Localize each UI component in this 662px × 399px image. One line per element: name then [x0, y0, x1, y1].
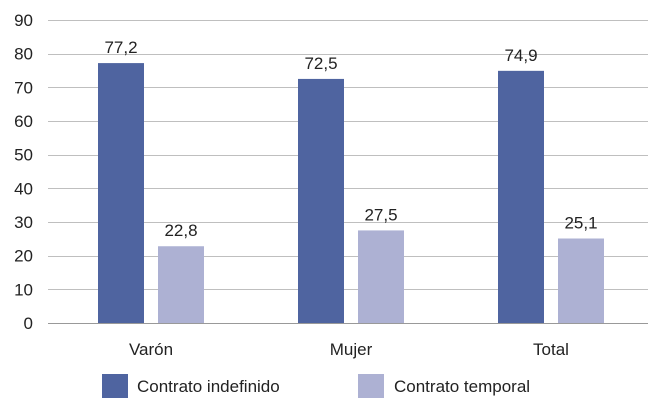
data-label: 77,2 [104, 38, 137, 57]
bar [558, 238, 604, 323]
y-tick-label: 20 [14, 247, 33, 266]
legend-label: Contrato temporal [394, 377, 530, 396]
bar [298, 78, 344, 324]
bars [98, 63, 604, 324]
x-tick-label: Varón [129, 340, 173, 359]
data-label: 25,1 [564, 213, 597, 232]
y-tick-label: 40 [14, 179, 33, 198]
y-axis: 0 10 20 30 40 50 60 70 80 90 [14, 11, 33, 333]
y-tick-label: 0 [24, 314, 33, 333]
x-axis: Varón Mujer Total [129, 340, 569, 359]
y-tick-label: 90 [14, 11, 33, 30]
legend-swatch [358, 374, 384, 398]
x-tick-label: Total [533, 340, 569, 359]
y-tick-label: 70 [14, 78, 33, 97]
data-label: 72,5 [304, 54, 337, 73]
y-tick-label: 60 [14, 112, 33, 131]
y-tick-label: 50 [14, 146, 33, 165]
bar [358, 230, 404, 323]
legend: Contrato indefinido Contrato temporal [102, 374, 530, 398]
legend-swatch [102, 374, 128, 398]
legend-label: Contrato indefinido [137, 377, 280, 396]
bar [98, 63, 144, 324]
data-labels: 77,2 22,8 72,5 27,5 74,9 25,1 [104, 38, 597, 240]
x-tick-label: Mujer [330, 340, 373, 359]
y-tick-label: 10 [14, 280, 33, 299]
bar [158, 246, 204, 323]
data-label: 74,9 [504, 46, 537, 65]
grid [48, 20, 648, 324]
data-label: 27,5 [364, 205, 397, 224]
y-tick-label: 80 [14, 45, 33, 64]
y-tick-label: 30 [14, 213, 33, 232]
bar [498, 70, 544, 323]
data-label: 22,8 [164, 221, 197, 240]
